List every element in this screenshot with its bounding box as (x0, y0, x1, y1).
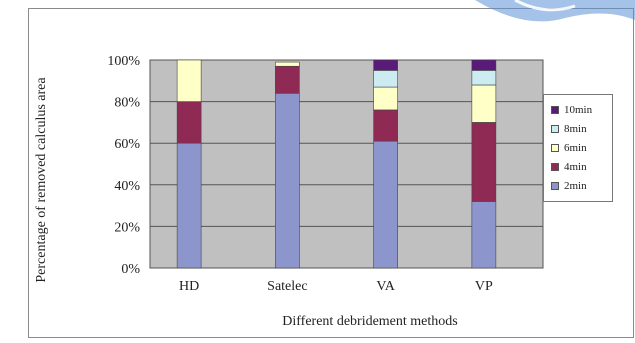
y-axis-label: Percentage of removed calculus area (34, 77, 49, 283)
legend-swatch (551, 182, 559, 190)
bar-segment-2min (176, 142, 202, 269)
legend-item: 10min (551, 103, 592, 117)
legend-swatch (551, 144, 559, 152)
x-tick-label: VP (475, 279, 493, 294)
bar-segment-8min (373, 70, 398, 88)
y-tick-label: 80% (114, 96, 140, 111)
x-tick-labels: HD Satelec VA VP (179, 279, 493, 294)
x-tick-label: HD (179, 279, 199, 294)
y-tick-label: 100% (107, 54, 140, 69)
legend-label: 8min (564, 123, 587, 135)
bar-segment-8min (471, 70, 497, 86)
x-tick-label: VA (376, 279, 395, 294)
x-axis-label: Different debridement methods (282, 314, 458, 329)
y-tick-label: 60% (114, 137, 140, 152)
bar-segment-10min (373, 59, 398, 71)
bar-segment-10min (471, 59, 497, 71)
bar-segment-2min (373, 140, 398, 269)
y-tick-label: 0% (121, 262, 140, 277)
background-logo-fragment (475, 0, 635, 22)
legend-item: 6min (551, 141, 587, 155)
y-tick-label: 40% (114, 179, 140, 194)
bar-segment-6min (176, 59, 202, 102)
legend: 10min 8min 6min 4min 2min (543, 94, 613, 202)
bar-segment-2min (275, 92, 300, 269)
legend-item: 2min (551, 179, 587, 193)
x-tick-label: Satelec (267, 279, 307, 294)
bar-segment-6min (471, 84, 497, 123)
legend-label: 4min (564, 161, 587, 173)
legend-item: 8min (551, 122, 587, 136)
legend-swatch (551, 125, 559, 133)
legend-swatch (551, 163, 559, 171)
bars (176, 59, 497, 269)
bar-segment-4min (275, 65, 300, 94)
bar-segment-4min (176, 101, 202, 144)
bar-segment-6min (275, 61, 300, 67)
legend-item: 4min (551, 160, 587, 174)
bar-segment-2min (471, 201, 497, 269)
legend-label: 6min (564, 142, 587, 154)
y-tick-label: 20% (114, 220, 140, 235)
bar-segment-4min (373, 109, 398, 142)
bar-segment-4min (471, 122, 497, 202)
y-tick-labels: 0% 20% 40% 60% 80% 100% (107, 54, 140, 277)
legend-label: 2min (564, 180, 587, 192)
legend-label: 10min (564, 104, 593, 116)
bar-segment-6min (373, 86, 398, 111)
legend-swatch (551, 106, 559, 114)
